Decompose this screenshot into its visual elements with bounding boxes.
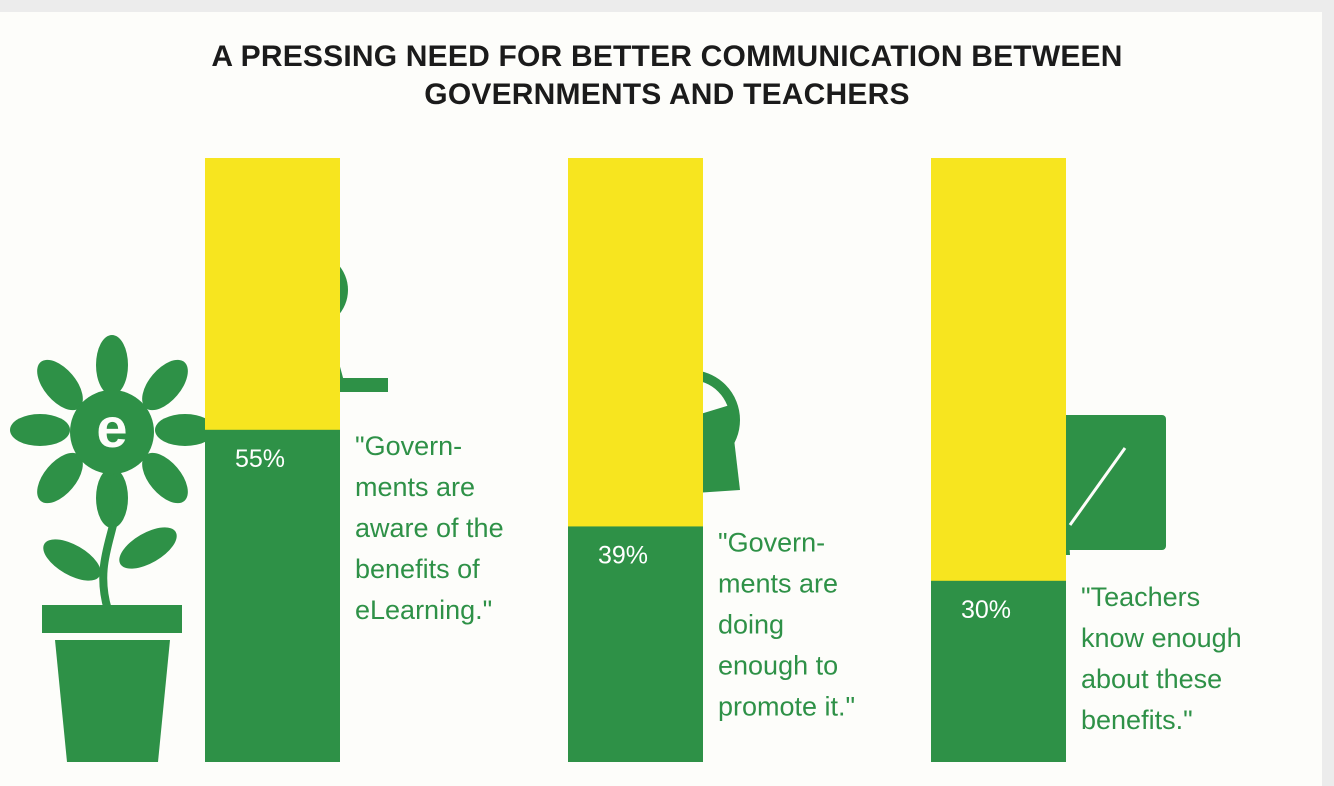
bar [931, 580, 1066, 762]
quote-line: promote it." [718, 691, 855, 721]
quote-line: ments are [355, 472, 475, 502]
quote-line: aware of the [355, 513, 504, 543]
quote-line: benefits." [1081, 705, 1193, 735]
quote-line: "Govern- [718, 527, 825, 557]
quote-line: benefits of [355, 554, 480, 584]
value-label: 55% [235, 445, 285, 473]
quote-line: "Govern- [355, 431, 462, 461]
flower-icon: e [10, 335, 215, 762]
quote-line: ments are [718, 568, 838, 598]
bar [205, 429, 340, 762]
quote-line: doing [718, 609, 784, 639]
quote-line: "Teachers [1081, 582, 1200, 612]
bar [568, 526, 703, 762]
chart-title: A PRESSING NEED FOR BETTER COMMUNICATION… [211, 40, 1123, 111]
quote-line: enough to [718, 650, 838, 680]
quote-line: know enough [1081, 623, 1242, 653]
quote-line: about these [1081, 664, 1222, 694]
value-label: 39% [598, 541, 648, 569]
svg-text:e: e [96, 396, 127, 459]
quote-line: eLearning." [355, 595, 492, 625]
value-label: 30% [961, 596, 1011, 624]
